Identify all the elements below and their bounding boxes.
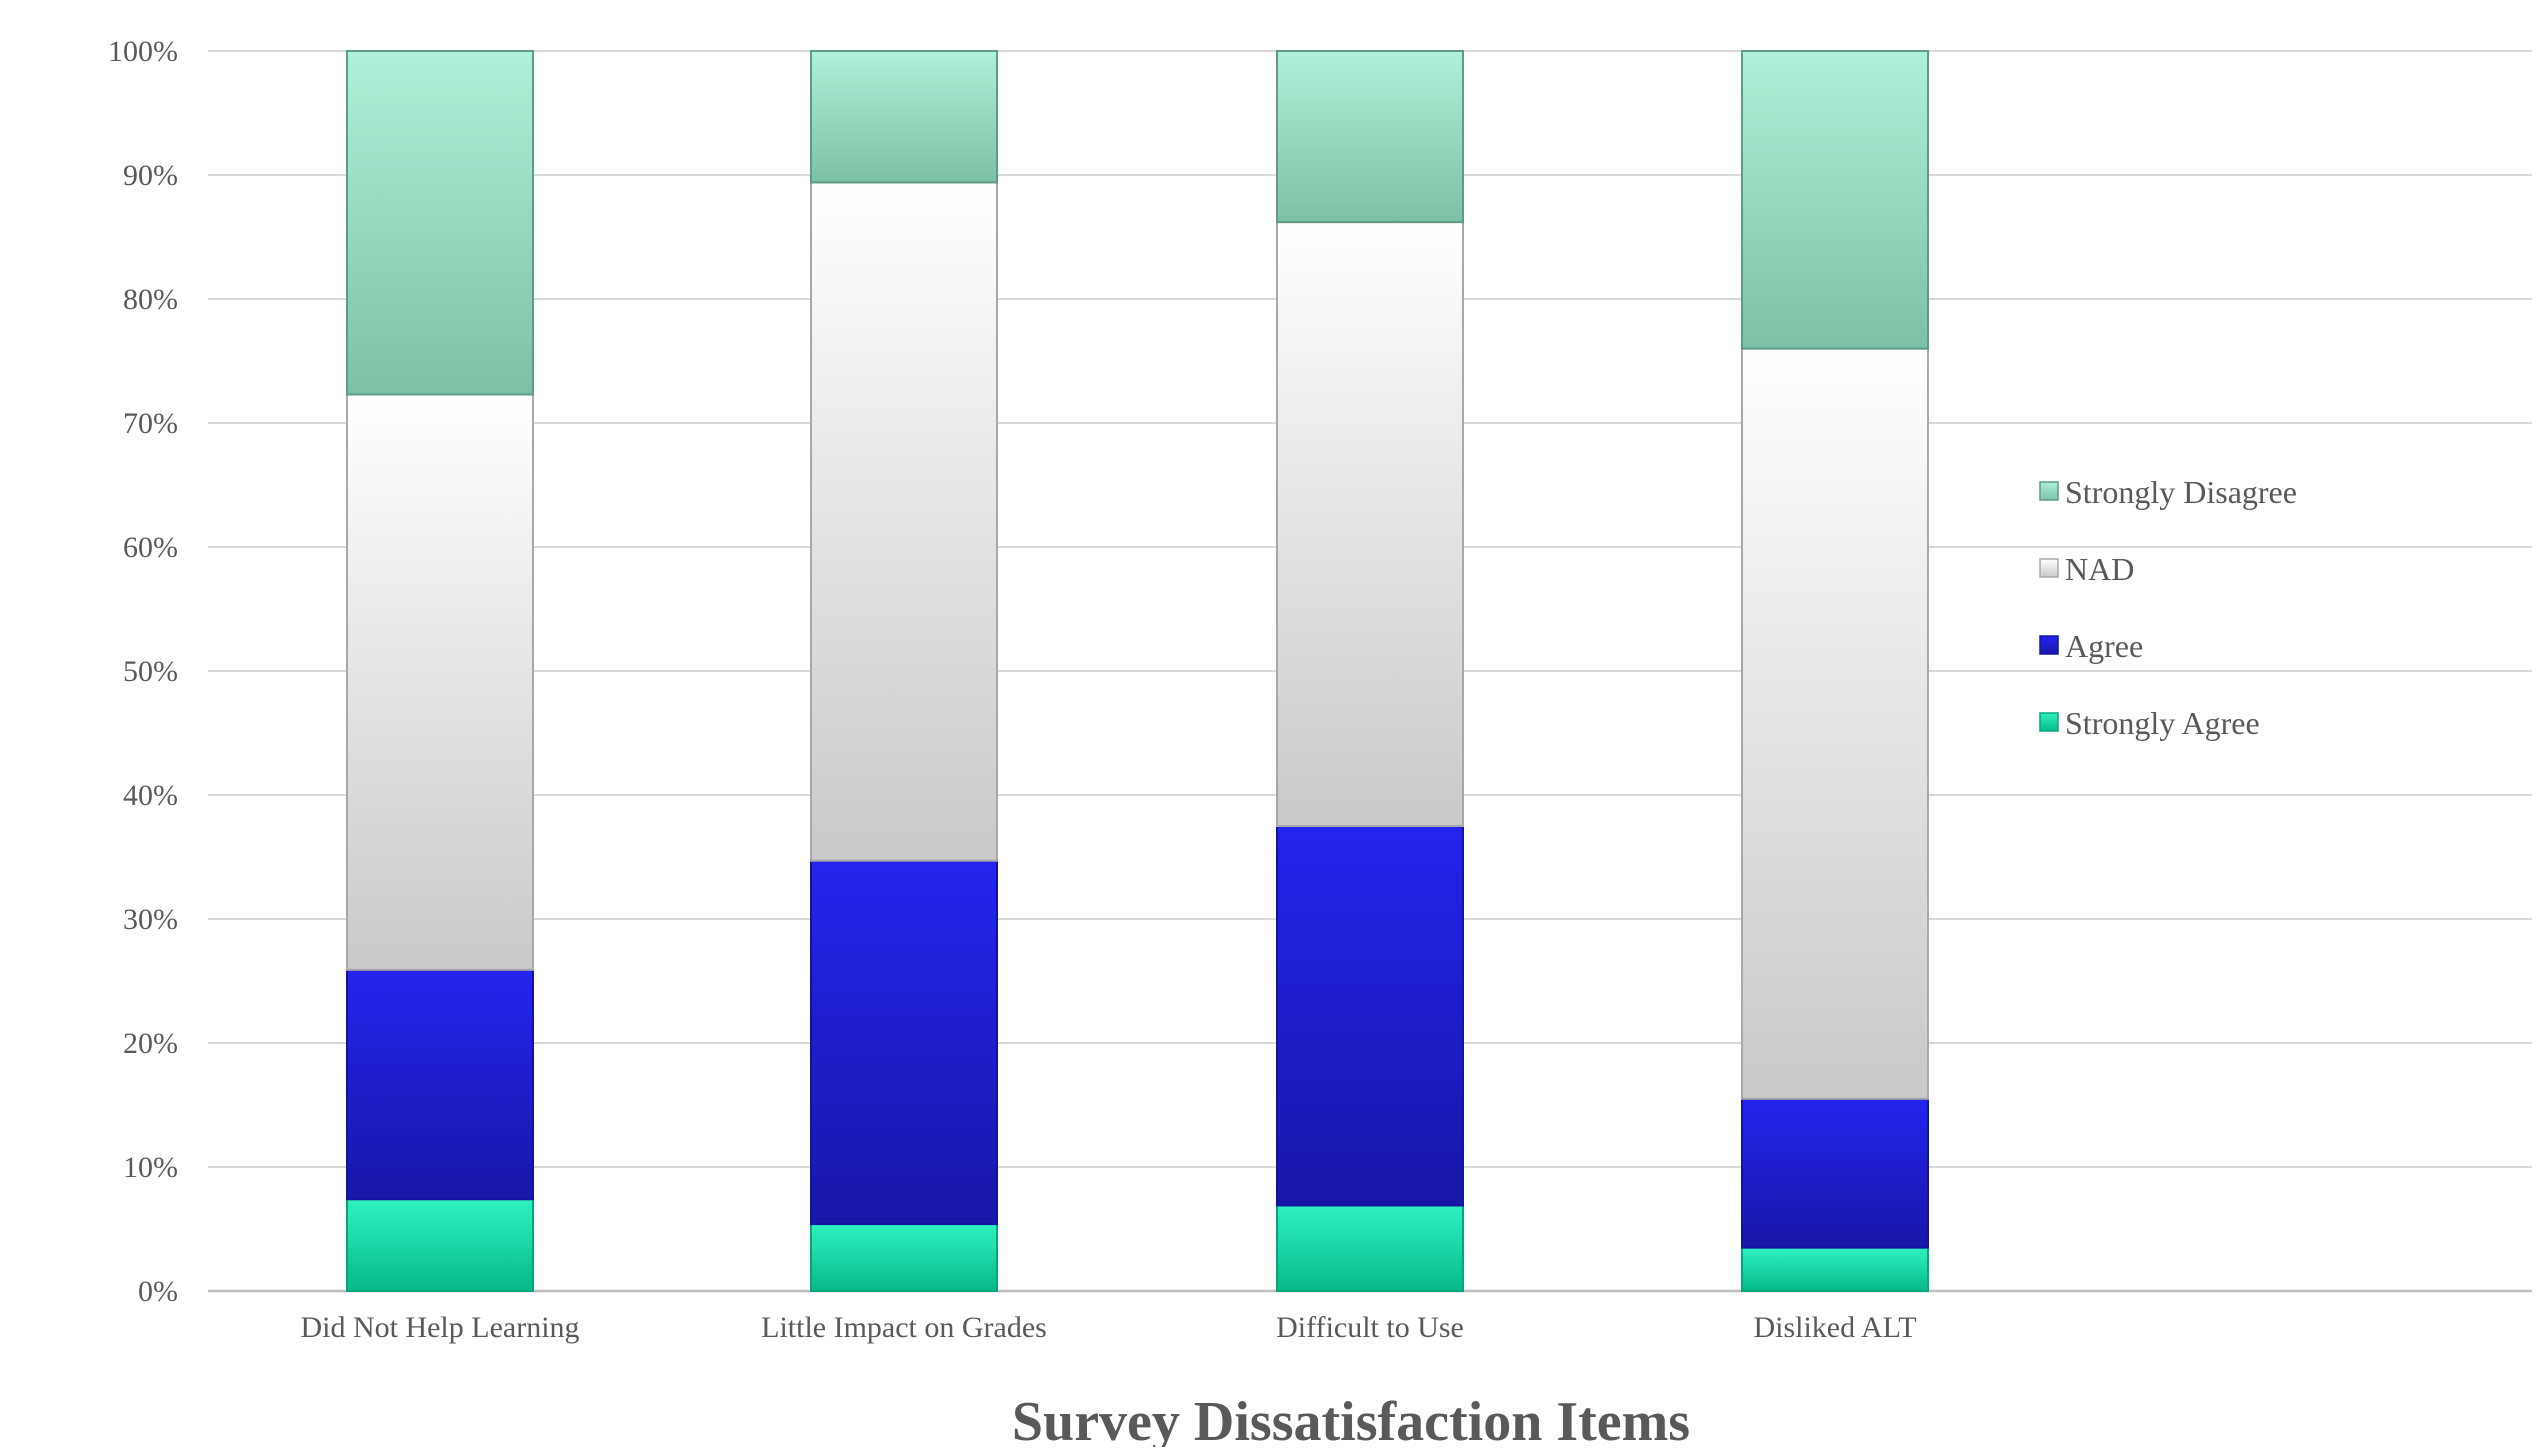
y-tick-label: 70% <box>123 407 178 440</box>
legend-label: NAD <box>2065 551 2134 587</box>
bar-segment-strongly-agree <box>346 1198 534 1292</box>
bar-segment-strongly-disagree <box>346 50 534 396</box>
bar-segment-nad <box>1741 347 1929 1100</box>
y-tick-label: 100% <box>108 35 178 68</box>
bar-stack-little-impact-on-grades <box>810 50 998 1293</box>
x-tick-label: Disliked ALT <box>1753 1311 1916 1344</box>
bar-stack-did-not-help-learning <box>346 50 534 1292</box>
bar-segment-strongly-disagree <box>1741 50 1929 350</box>
x-tick-label: Did Not Help Learning <box>300 1311 579 1344</box>
x-tick-label: Little Impact on Grades <box>761 1311 1047 1344</box>
bar-segment-nad <box>810 181 998 862</box>
bar-stack-difficult-to-use <box>1276 50 1464 1292</box>
legend-item-agree: Agree <box>2039 628 2143 664</box>
legend-label: Strongly Agree <box>2065 705 2260 741</box>
bar-segment-strongly-agree <box>1276 1204 1464 1292</box>
y-tick-label: 80% <box>123 283 178 316</box>
x-axis-tick-labels: Did Not Help Learning Little Impact on Gr… <box>300 1311 1916 1344</box>
legend-swatch <box>2039 635 2059 655</box>
legend-swatch <box>2039 712 2059 732</box>
legend-label: Agree <box>2065 628 2143 664</box>
y-tick-label: 60% <box>123 531 178 564</box>
legend-swatch <box>2039 558 2059 578</box>
bar-segment-agree <box>810 859 998 1226</box>
bar-segment-strongly-disagree <box>810 50 998 184</box>
y-tick-label: 10% <box>123 1151 178 1184</box>
y-tick-label: 90% <box>123 159 178 192</box>
bars <box>346 50 1929 1293</box>
bar-segment-strongly-agree <box>810 1223 998 1293</box>
x-tick-label: Difficult to Use <box>1276 1311 1464 1344</box>
bar-stack-disliked-alt <box>1741 50 1929 1292</box>
y-tick-label: 20% <box>123 1027 178 1060</box>
y-tick-label: 30% <box>123 903 178 936</box>
y-axis-tick-labels: 0% 10% 20% 30% 40% 50% 60% 70% 80% 90% 100% <box>108 35 178 1308</box>
legend-swatch <box>2039 481 2059 501</box>
legend-label: Strongly Disagree <box>2065 474 2297 510</box>
bar-segment-strongly-agree <box>1741 1246 1929 1292</box>
legend-item-strongly-agree: Strongly Agree <box>2039 705 2260 741</box>
legend: Strongly Disagree NAD Agree Strongly Agree <box>2039 474 2297 741</box>
y-tick-label: 0% <box>138 1275 178 1308</box>
bar-segment-strongly-disagree <box>1276 50 1464 224</box>
y-tick-label: 40% <box>123 779 178 812</box>
x-axis-title: Survey Dissatisfaction Items <box>1012 1391 1690 1447</box>
bar-segment-agree <box>1276 825 1464 1207</box>
legend-item-nad: NAD <box>2039 551 2134 587</box>
legend-item-strongly-disagree: Strongly Disagree <box>2039 474 2297 510</box>
bar-segment-agree <box>346 968 534 1201</box>
y-tick-label: 50% <box>123 655 178 688</box>
bar-segment-nad <box>346 393 534 971</box>
bar-segment-nad <box>1276 221 1464 827</box>
bar-segment-agree <box>1741 1097 1929 1249</box>
